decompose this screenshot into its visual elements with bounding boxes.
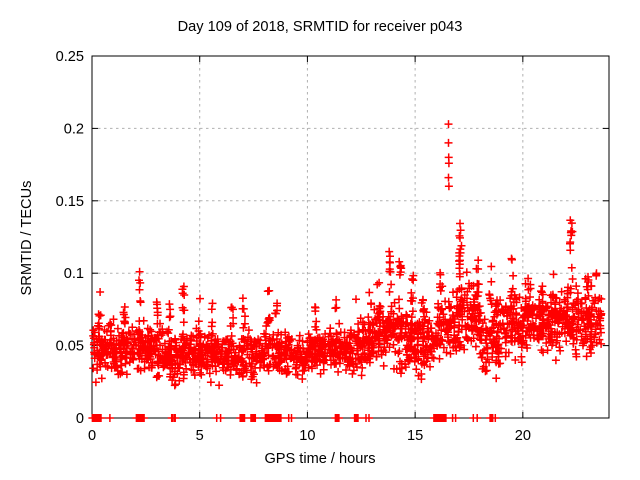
svg-text:5: 5 [196,428,204,444]
svg-text:0.1: 0.1 [64,266,84,282]
svg-text:0.25: 0.25 [56,49,84,65]
x-axis-label: GPS time / hours [264,451,376,467]
svg-text:15: 15 [407,428,423,444]
svg-text:0.2: 0.2 [64,121,84,137]
chart-title: Day 109 of 2018, SRMTID for receiver p04… [177,19,463,35]
svg-text:20: 20 [515,428,531,444]
svg-text:0: 0 [76,411,84,427]
svg-text:0.15: 0.15 [56,194,84,210]
svg-text:0.05: 0.05 [56,339,84,355]
svg-text:10: 10 [299,428,315,444]
svg-text:0: 0 [88,428,96,444]
